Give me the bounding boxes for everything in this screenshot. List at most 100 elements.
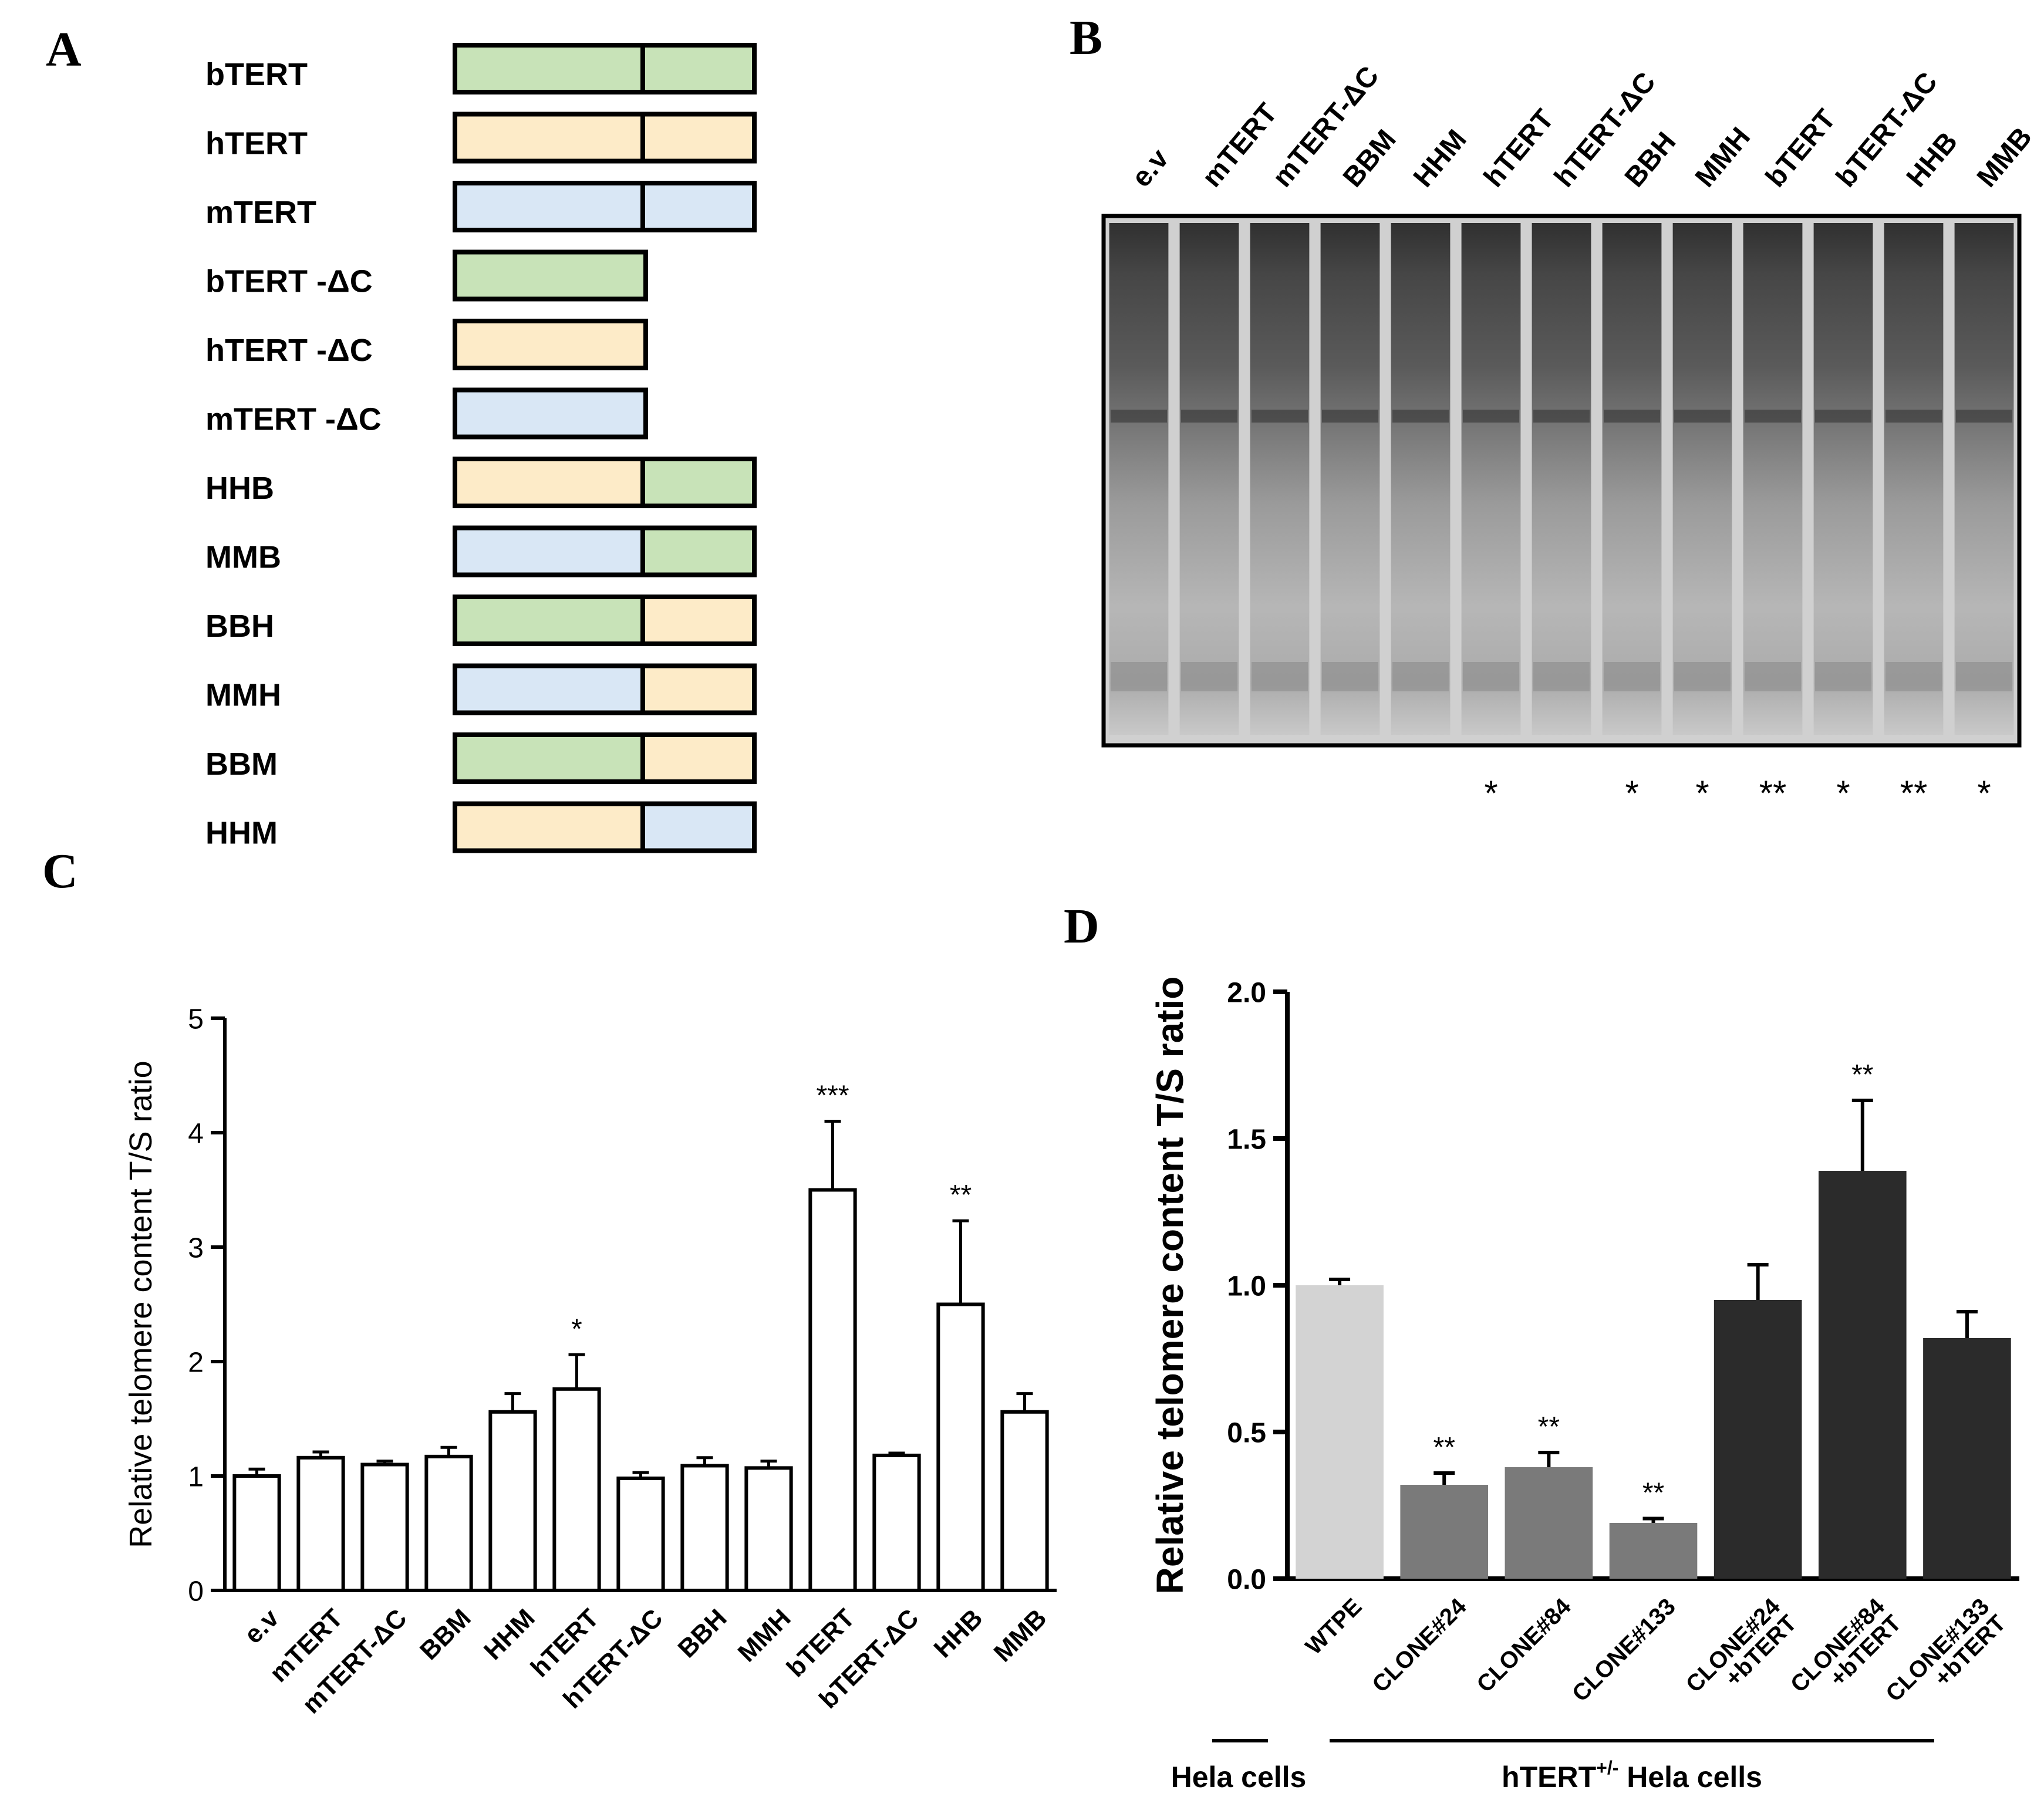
gel-lane bbox=[1391, 223, 1451, 735]
bar bbox=[744, 1466, 793, 1593]
y-tick-label: 5 bbox=[188, 1004, 204, 1035]
gel-band bbox=[1322, 410, 1378, 423]
bar bbox=[1818, 1171, 1907, 1579]
bar bbox=[808, 1188, 857, 1592]
panel-label-a: A bbox=[46, 22, 82, 77]
gel-lane-label: MMH bbox=[1689, 121, 1756, 193]
construct-truncated bbox=[453, 387, 648, 440]
construct-label: mTERT bbox=[205, 195, 316, 230]
y-tick-label: 3 bbox=[188, 1232, 204, 1264]
gel-band bbox=[1111, 662, 1167, 691]
gel-lane-label: BBH bbox=[1619, 126, 1682, 193]
group-label-hela: Hela cells bbox=[1171, 1761, 1307, 1794]
gel-significance: * bbox=[1836, 774, 1850, 813]
category-label-line: e.v bbox=[239, 1603, 285, 1649]
gel-lane bbox=[1602, 223, 1662, 735]
gel-significance: * bbox=[1625, 774, 1638, 813]
construct-label: hTERT -ΔC bbox=[205, 333, 373, 368]
gel-band bbox=[1886, 410, 1942, 423]
gel-band bbox=[1181, 662, 1237, 691]
construct-c-terminal bbox=[640, 595, 757, 646]
gel-band bbox=[1604, 410, 1660, 423]
construct-truncated bbox=[453, 249, 648, 302]
bar bbox=[1609, 1523, 1698, 1579]
significance-label: ** bbox=[1434, 1432, 1455, 1463]
y-tick-label: 0 bbox=[188, 1576, 204, 1607]
significance-label: ** bbox=[1538, 1411, 1560, 1443]
gel-lane bbox=[1179, 223, 1239, 735]
category-label-line: CLONE#84 bbox=[1472, 1593, 1576, 1698]
construct-label: MMH bbox=[205, 678, 281, 713]
gel-lane bbox=[1461, 223, 1521, 735]
group-label-htert: hTERT+/- Hela cells bbox=[1502, 1757, 1762, 1794]
construct-n-terminal bbox=[453, 457, 645, 508]
category-label-line: WTPE bbox=[1301, 1593, 1367, 1660]
y-tick-label: 1.5 bbox=[1227, 1124, 1266, 1155]
significance-label: ** bbox=[950, 1180, 972, 1211]
construct-label: MMB bbox=[205, 540, 281, 575]
y-tick-label: 0.5 bbox=[1227, 1417, 1266, 1448]
construct-label: HHM bbox=[205, 816, 278, 851]
construct-c-terminal bbox=[640, 801, 757, 853]
gel-band bbox=[1886, 662, 1942, 691]
gel-lane bbox=[1884, 223, 1944, 735]
panel-label-d: D bbox=[1064, 899, 1099, 954]
construct-n-terminal bbox=[453, 181, 645, 232]
category-label: MMB bbox=[989, 1603, 1053, 1667]
gel-band bbox=[1392, 410, 1449, 423]
construct-n-terminal bbox=[453, 112, 645, 164]
gel-lane-label: HHM bbox=[1408, 124, 1473, 193]
category-label: e.v bbox=[239, 1603, 285, 1649]
bar bbox=[552, 1387, 601, 1593]
gel-band bbox=[1252, 662, 1308, 691]
gel-lane bbox=[1813, 223, 1873, 735]
bar bbox=[680, 1464, 729, 1592]
gel-lane-label: MMB bbox=[1971, 121, 2038, 193]
bar bbox=[1296, 1285, 1384, 1579]
bar bbox=[360, 1463, 409, 1592]
construct-n-terminal bbox=[453, 43, 645, 94]
category-label: BBH bbox=[673, 1603, 733, 1663]
construct-n-terminal bbox=[453, 801, 645, 853]
gel-band bbox=[1392, 662, 1449, 691]
category-label-line: CLONE#133 bbox=[1567, 1593, 1681, 1707]
gel-significance: * bbox=[1695, 774, 1709, 813]
construct-c-terminal bbox=[640, 457, 757, 508]
gel-band bbox=[1463, 662, 1519, 691]
gel-band bbox=[1815, 662, 1871, 691]
construct-label: HHB bbox=[205, 471, 274, 506]
construct-c-terminal bbox=[640, 663, 757, 715]
gel-lane bbox=[1250, 223, 1310, 735]
y-tick-label: 2.0 bbox=[1227, 977, 1266, 1008]
significance-label: ** bbox=[1642, 1478, 1664, 1509]
gel-lane bbox=[1743, 223, 1803, 735]
bar bbox=[616, 1476, 665, 1592]
gel-band bbox=[1745, 662, 1801, 691]
significance-label: ** bbox=[1851, 1059, 1873, 1090]
gel-frame bbox=[1101, 214, 2022, 748]
gel-lane-label: e.v bbox=[1126, 143, 1175, 193]
category-label: CLONE#84 bbox=[1472, 1593, 1576, 1698]
panel-d-chart: 0.0 0.5 1.0 1.5 2.0 Relative telomere content… bbox=[1149, 977, 2019, 1794]
bar bbox=[488, 1410, 537, 1593]
gel-lane-label: HHB bbox=[1901, 126, 1964, 193]
gel-significance: ** bbox=[1900, 774, 1928, 813]
gel-significance: * bbox=[1977, 774, 1991, 813]
construct-label: bTERT bbox=[205, 57, 308, 92]
gel-band bbox=[1956, 662, 2012, 691]
gel-lane-label: hTERT bbox=[1478, 104, 1560, 194]
gel-band bbox=[1322, 662, 1378, 691]
gel-band bbox=[1956, 410, 2012, 423]
construct-label: mTERT -ΔC bbox=[205, 402, 382, 437]
gel-band bbox=[1674, 410, 1731, 423]
construct-label: BBH bbox=[205, 609, 274, 644]
panel-label-b: B bbox=[1070, 11, 1103, 65]
panel-c-chart: 0 1 2 3 4 5 Relative telomere content T/S rati… bbox=[123, 1004, 1057, 1719]
gel-lane bbox=[1109, 223, 1169, 735]
gel-lane bbox=[1672, 223, 1732, 735]
gel-band bbox=[1533, 662, 1590, 691]
category-label-line: CLONE#24 bbox=[1367, 1593, 1472, 1698]
group-label-part: hTERT bbox=[1502, 1761, 1596, 1794]
category-label: BBM bbox=[414, 1603, 477, 1666]
